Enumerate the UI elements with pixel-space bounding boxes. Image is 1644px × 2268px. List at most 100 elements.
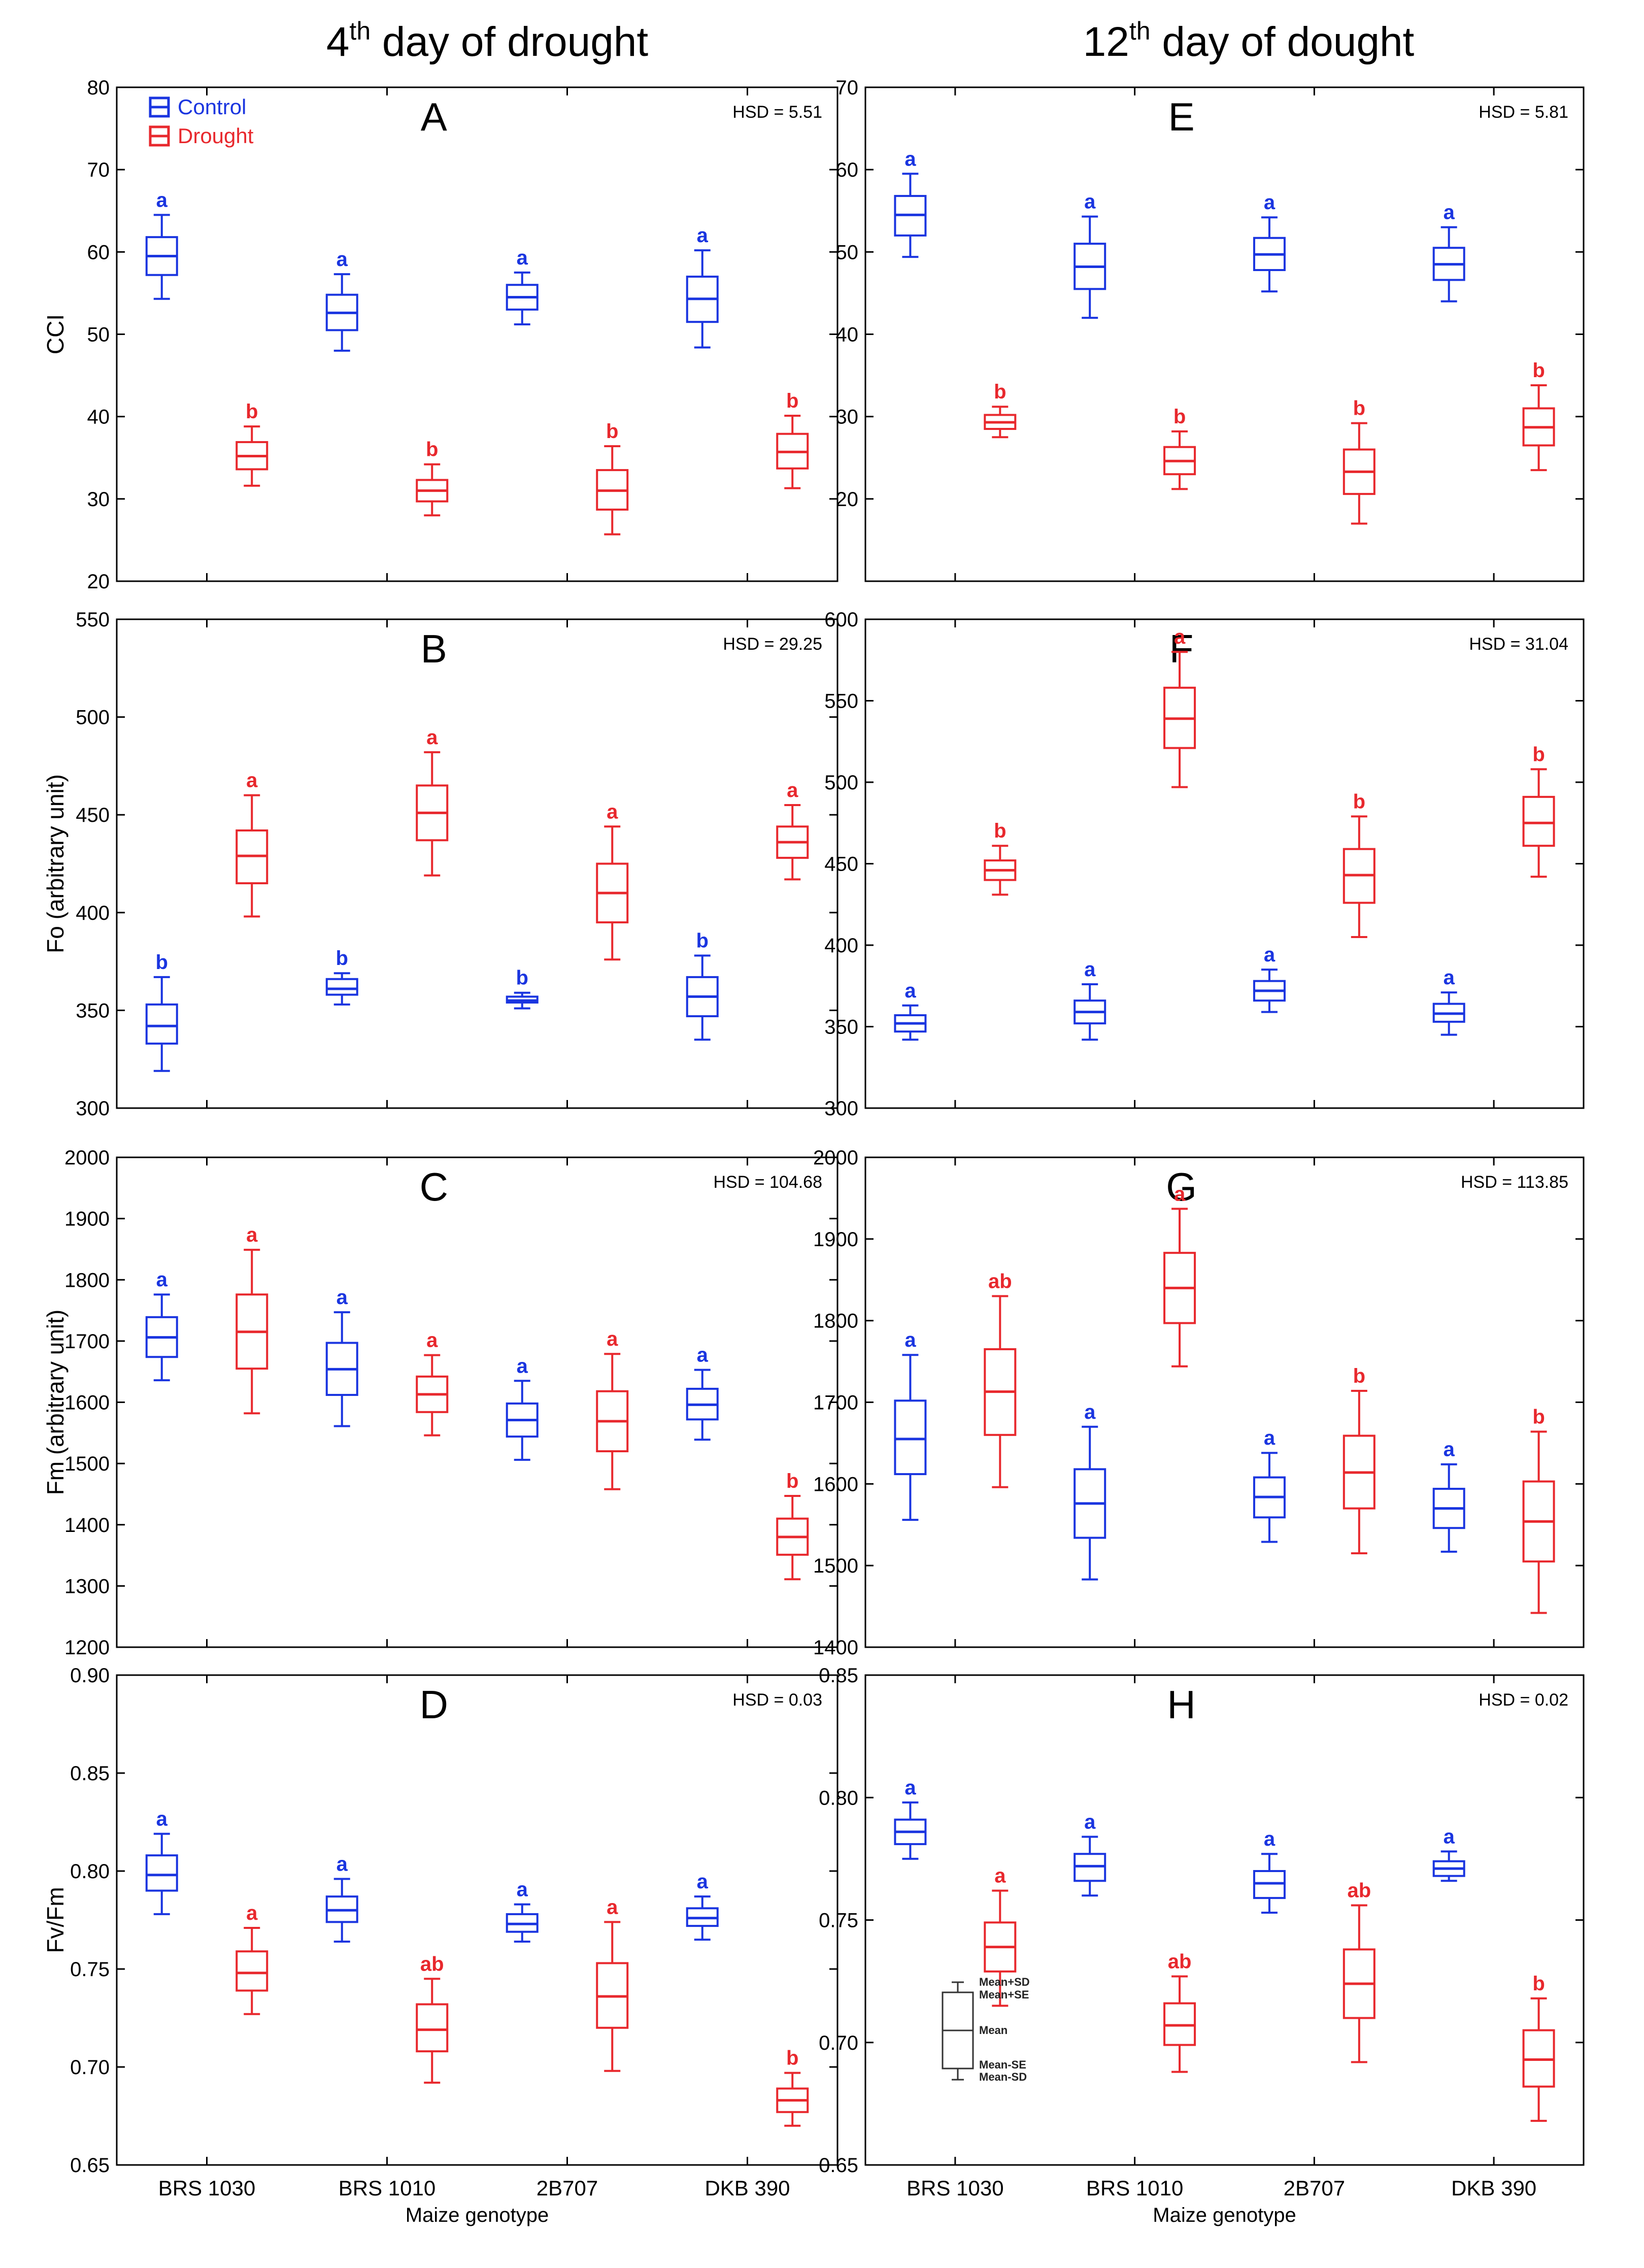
box-significance-letter: a [337,1853,348,1875]
x-category-label: BRS 1010 [339,2176,435,2200]
box-significance-letter: a [607,1328,618,1350]
panel-g-ytick-label: 2000 [813,1147,858,1169]
box-significance-letter: b [786,2047,798,2070]
box-significance-letter: b [696,930,709,952]
box-significance-letter: a [607,1896,618,1918]
box-significance-letter: b [516,967,528,989]
box-b-control-2: b [325,947,358,1006]
box-key-mean-plus-sd: Mean+SD [979,1976,1030,1988]
box-key-mean: Mean [979,2024,1008,2037]
panel-a-ylabel: CCI [42,314,69,354]
panel-b-ytick-label: 300 [76,1097,110,1120]
box-significance-letter: a [1084,191,1096,213]
panel-h-title: H [1167,1682,1195,1727]
panel-h-ytick-label: 0.75 [819,1910,858,1932]
box-significance-letter: a [1084,1811,1096,1833]
box-significance-letter: a [517,1355,528,1377]
x-category-label: 2B707 [536,2176,598,2200]
box-se-rect [236,1950,269,1992]
box-significance-letter: b [246,401,258,423]
box-b-drought-3: a [596,801,629,961]
panel-b-ytick-label: 350 [76,999,110,1022]
panel-e-ytick-label: 70 [836,77,859,99]
panel-e-ytick-label: 20 [836,488,859,511]
panel-h: 0.65 0.70 0.75 0.80 0.85 H HSD = 0.02 a a a a a ab ab… [819,1664,1585,2226]
box-h-drought-1: a [984,1865,1017,2007]
panel-f-title: F [1169,626,1194,671]
panel-c-title: C [420,1164,448,1209]
panel-f-ytick-label: 400 [824,935,858,957]
box-key: Mean+SD Mean+SE Mean Mean-SE Mean-SD [942,1976,1030,2083]
x-category-label: DKB 390 [1451,2176,1536,2200]
box-se-rect [145,1003,178,1045]
box-significance-letter: a [904,1329,916,1351]
x-category-label: BRS 1030 [158,2176,255,2200]
legend-control-label: Control [178,95,246,119]
panel-f: 300 350 400 450 500 550 600 F HSD = 31.04 a a a a b a b… [824,609,1585,1120]
x-category-label: BRS 1030 [907,2176,1003,2200]
panel-c-ytick-label: 1900 [64,1208,110,1230]
box-significance-letter: ab [1168,1950,1192,1973]
panel-f-ytick-label: 450 [824,853,858,876]
box-significance-letter: a [246,1902,258,1924]
panel-a-ytick-label: 60 [87,241,110,263]
panel-a-ytick-label: 20 [87,571,110,593]
box-e-control-2: a [1073,191,1106,319]
box-h-control-2: a [1073,1811,1106,1897]
box-e-control-3: a [1253,191,1286,293]
box-c-drought-3: a [596,1328,629,1490]
box-f-drought-2: a [1163,626,1196,788]
box-e-control-4: a [1432,202,1465,303]
box-e-drought-2: b [1163,406,1196,490]
box-h-control-1: a [894,1777,927,1860]
box-c-control-2: a [325,1286,358,1427]
panel-e-ytick-label: 50 [836,241,859,263]
box-d-control-3: a [506,1879,539,1943]
box-significance-letter: a [1264,1427,1276,1449]
box-d-drought-4: b [776,2047,809,2127]
panel-c-ytick-label: 1800 [64,1269,110,1291]
box-significance-letter: a [904,148,916,170]
box-significance-letter: b [1532,359,1545,382]
box-c-control-3: a [506,1355,539,1461]
panel-h-ytick-label: 0.70 [819,2032,858,2054]
box-significance-letter: b [1532,743,1545,765]
box-significance-letter: ab [988,1270,1012,1292]
panel-f-ytick-label: 600 [824,609,858,631]
box-f-drought-1: b [984,820,1017,896]
box-e-drought-1: b [984,381,1017,439]
box-d-control-4: a [686,1871,719,1941]
panel-c-ylabel: Fm (arbitrary unit) [42,1310,69,1495]
box-significance-letter: a [697,1871,709,1893]
panel-b-title: B [421,626,447,671]
x-category-label: DKB 390 [704,2176,790,2200]
box-a-control-1: a [145,189,178,300]
box-d-drought-3: a [596,1896,629,2072]
box-c-control-1: a [145,1269,178,1382]
box-significance-letter: a [1444,966,1455,989]
panel-e-title: E [1168,94,1195,139]
box-significance-letter: b [786,1470,798,1492]
box-significance-letter: a [607,801,618,823]
box-c-drought-4: b [776,1470,809,1581]
box-significance-letter: a [904,1777,916,1799]
panel-f-ytick-label: 300 [824,1097,858,1120]
box-h-control-3: a [1253,1828,1286,1914]
box-d-drought-2: ab [416,1953,449,2084]
box-significance-letter: a [246,1224,258,1246]
panel-d-hsd: HSD = 0.03 [732,1690,822,1710]
box-g-control-2: a [1073,1401,1106,1581]
panel-d-ytick-label: 0.75 [70,1958,110,1981]
box-se-rect [145,1854,178,1892]
box-significance-letter: a [337,248,348,271]
box-key-mean-minus-sd: Mean-SD [979,2071,1027,2083]
panel-g-ytick-label: 1400 [813,1637,858,1659]
box-significance-letter: a [426,1329,438,1352]
box-c-drought-1: a [236,1224,269,1415]
panel-d-ytick-label: 0.70 [70,2056,110,2079]
x-axis-label: Maize genotype [1153,2204,1296,2226]
panel-b-ytick-label: 500 [76,707,110,729]
box-c-drought-2: a [416,1329,449,1437]
column-title-12th-day: 12th day of dought [1083,17,1415,65]
